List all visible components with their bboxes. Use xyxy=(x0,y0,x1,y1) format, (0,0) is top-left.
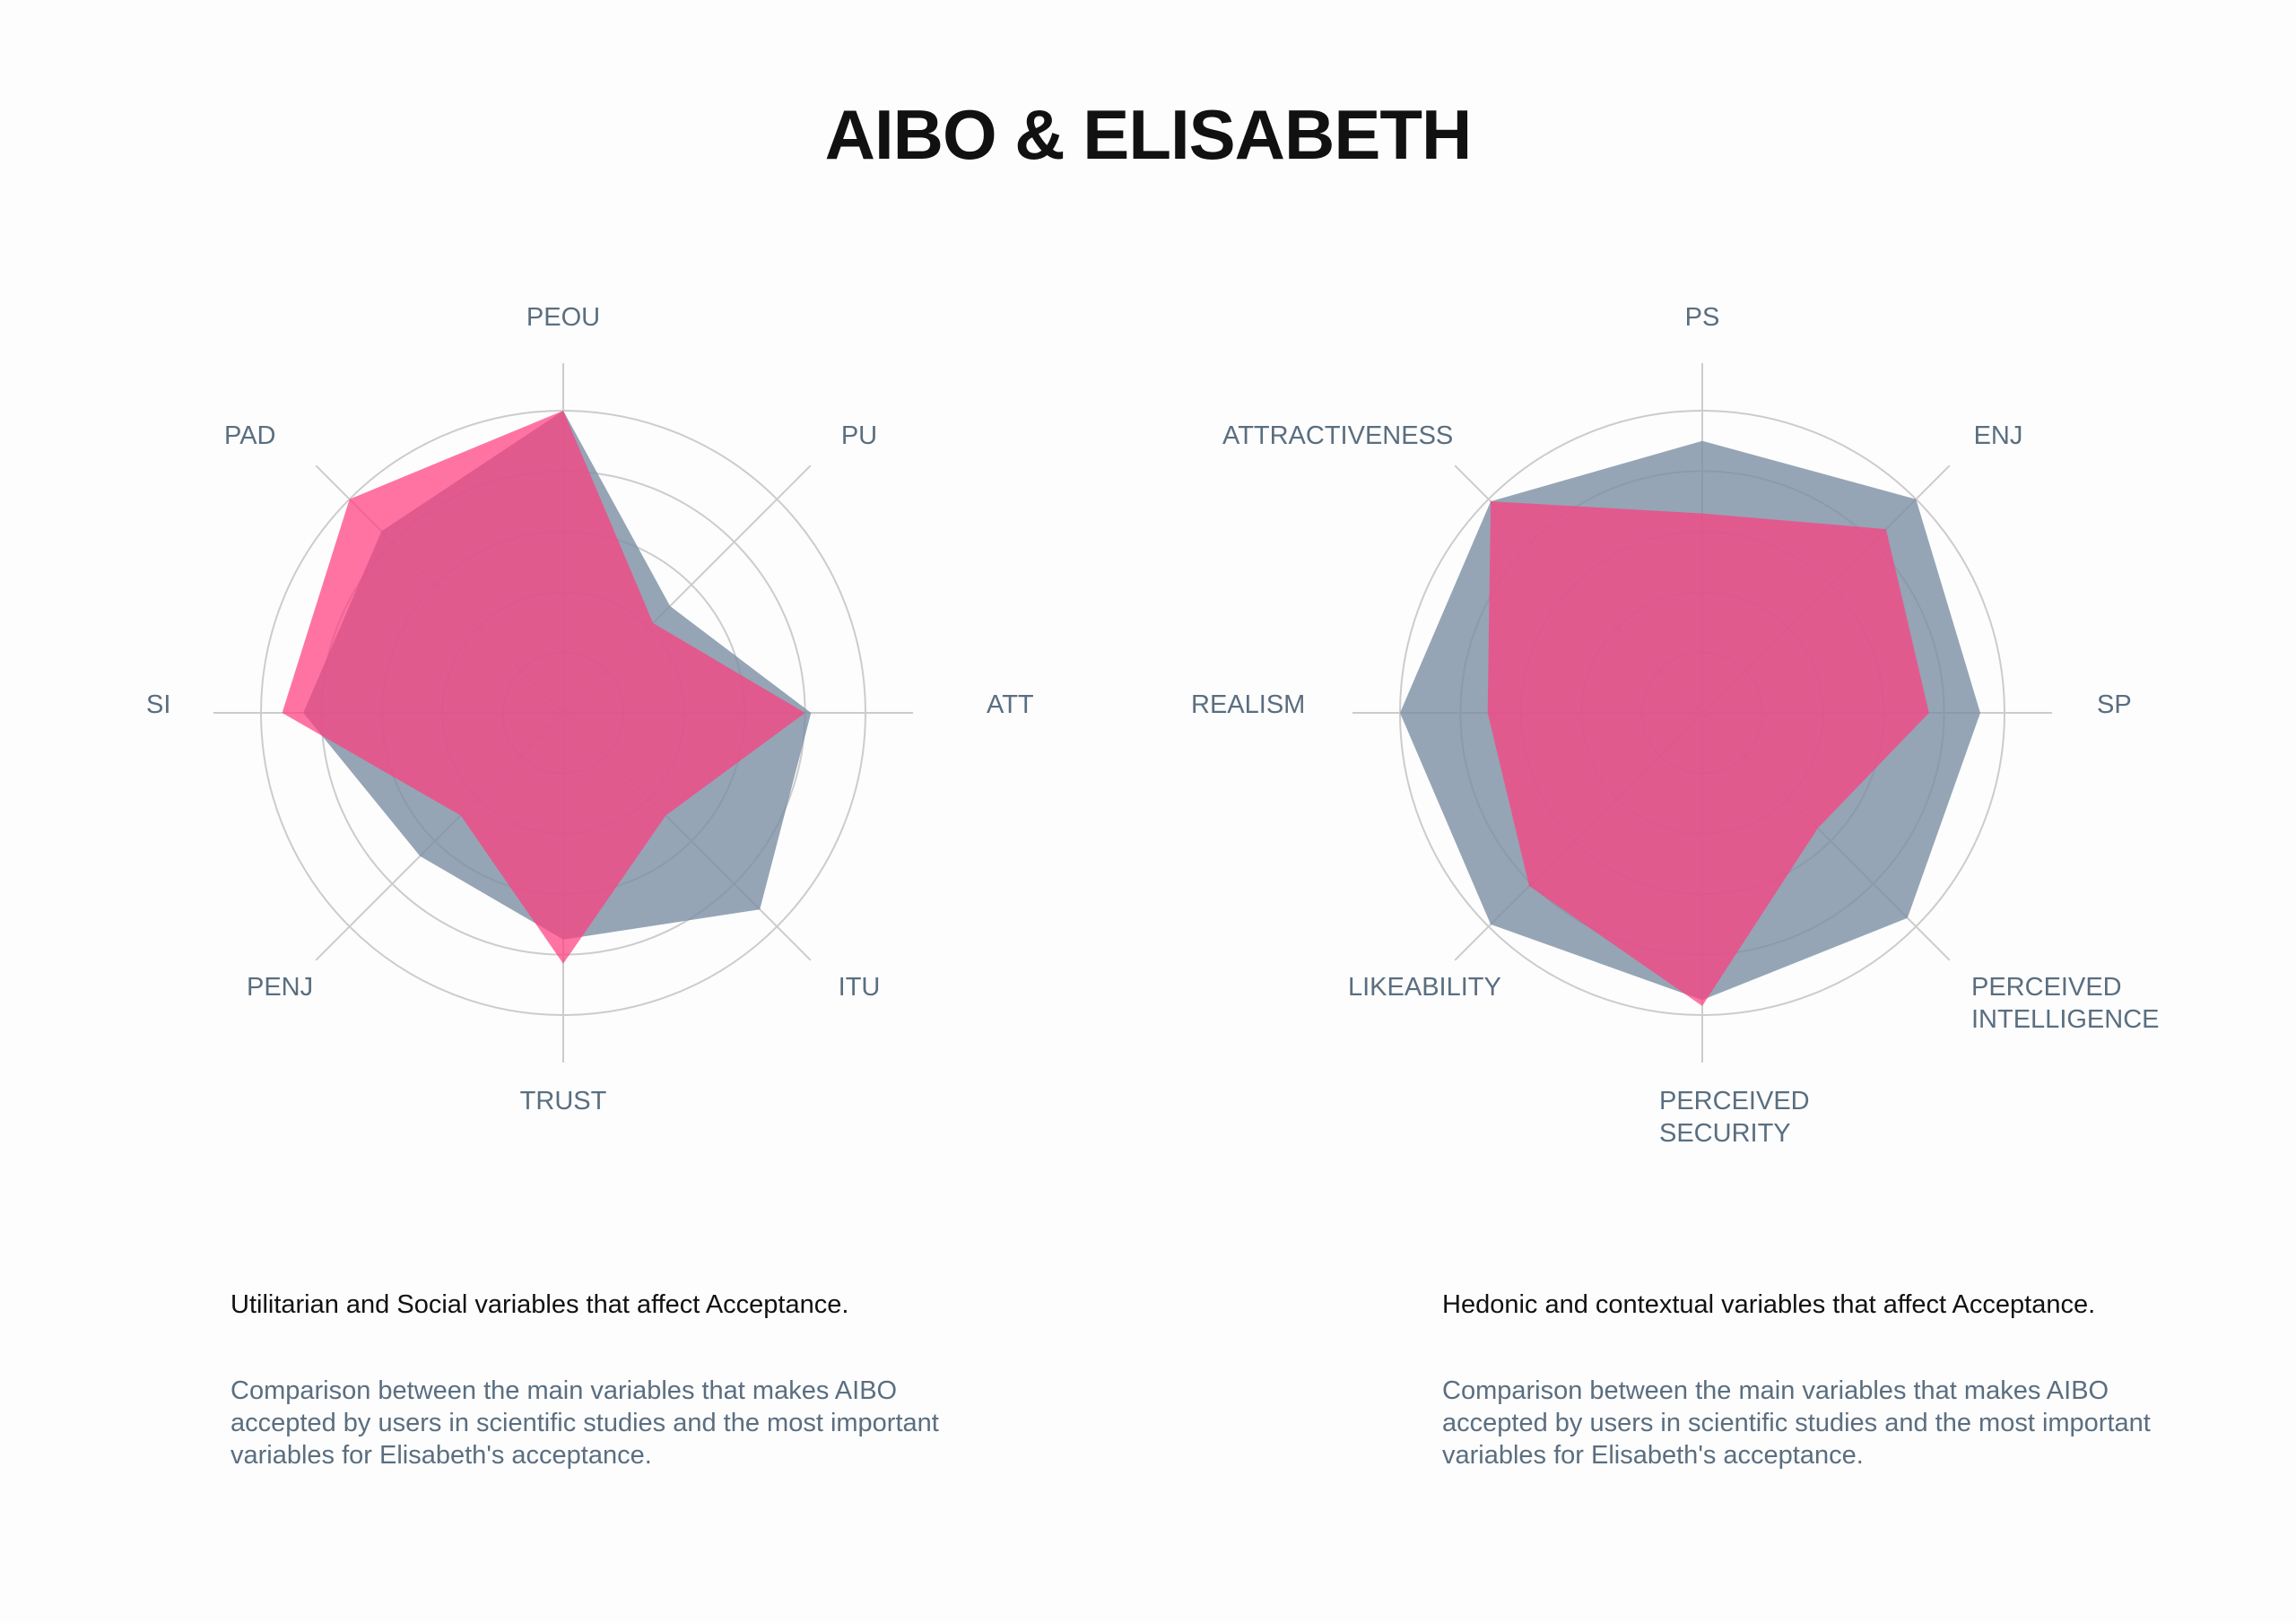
axis-label-attractiveness: ATTRACTIVENESS xyxy=(1222,421,1453,450)
axis-label-itu: ITU xyxy=(839,973,881,1002)
axis-label-likeability: LIKEABILITY xyxy=(1348,973,1501,1002)
caption-right-body: Comparison between the main variables th… xyxy=(1442,1376,2151,1470)
axis-label-perceived-security: PERCEIVED SECURITY xyxy=(1659,1087,1810,1148)
axis-label-enj: ENJ xyxy=(1974,421,2023,450)
axis-label-ps: PS xyxy=(1685,303,1720,332)
axis-label-penj: PENJ xyxy=(247,973,313,1002)
axis-label-perceived-intelligence: PERCEIVED INTELLIGENCE xyxy=(1971,973,2160,1034)
axis-label-si: SI xyxy=(146,690,170,719)
axis-label-peou: PEOU xyxy=(526,303,600,332)
caption-right-heading: Hedonic and contextual variables that af… xyxy=(1442,1290,2096,1319)
caption-right: Hedonic and contextual variables that af… xyxy=(1442,1289,2249,1471)
series-area-2 xyxy=(282,411,805,964)
axis-label-pad: PAD xyxy=(224,421,275,450)
axis-label-realism: REALISM xyxy=(1191,690,1305,719)
axis-label-sp: SP xyxy=(2097,690,2132,719)
caption-left-heading: Utilitarian and Social variables that af… xyxy=(230,1290,849,1319)
axis-label-att: ATT xyxy=(987,690,1034,719)
caption-left: Utilitarian and Social variables that af… xyxy=(230,1289,1038,1471)
series-area-2 xyxy=(1487,501,1929,1006)
caption-left-body: Comparison between the main variables th… xyxy=(230,1376,939,1470)
page-title: AIBO & ELISABETH xyxy=(824,95,1473,174)
axis-label-pu: PU xyxy=(841,421,877,450)
axis-label-trust: TRUST xyxy=(520,1087,607,1115)
